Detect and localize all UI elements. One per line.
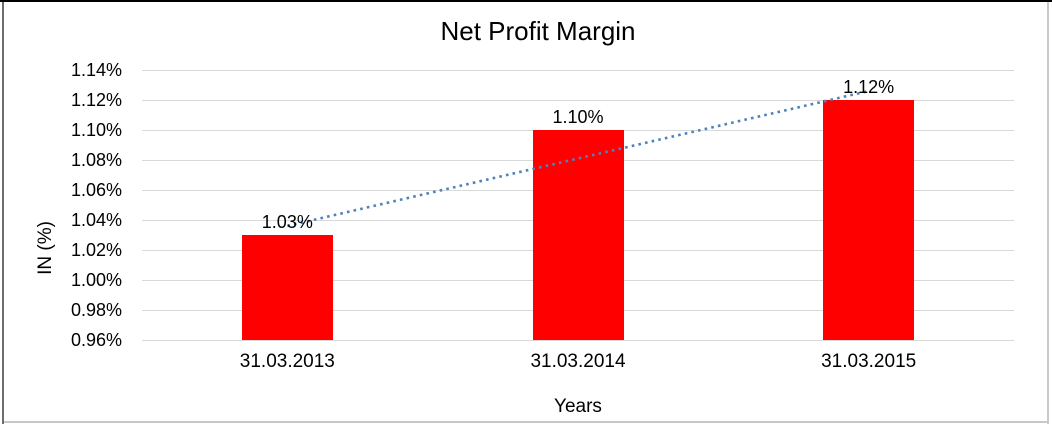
frame-border-left <box>2 2 4 424</box>
y-axis-tick-label: 1.06% <box>70 180 122 200</box>
y-axis-title: IN (%) <box>35 221 56 275</box>
y-axis-tick-label: 1.14% <box>70 60 122 80</box>
chart-title: Net Profit Margin <box>440 16 636 46</box>
frame-border-bottom <box>4 421 1047 423</box>
data-label: 1.10% <box>552 107 604 127</box>
gridline <box>142 340 1014 341</box>
y-axis-tick-label: 1.10% <box>70 120 122 140</box>
frame-border-top <box>0 0 1052 2</box>
x-axis-tick-label: 31.03.2014 <box>530 351 626 372</box>
y-axis-tick-label: 1.02% <box>70 240 122 260</box>
frame-border-right <box>1047 2 1049 424</box>
y-axis-tick-label: 1.04% <box>70 210 122 230</box>
data-label: 1.12% <box>843 77 895 97</box>
x-axis-tick-label: 31.03.2013 <box>239 351 335 372</box>
x-axis-title: Years <box>554 396 602 417</box>
y-axis-tick-label: 1.12% <box>70 90 122 110</box>
y-axis-tick-label: 1.08% <box>70 150 122 170</box>
y-axis-tick-label: 0.96% <box>70 330 122 350</box>
y-axis-tick-label: 1.00% <box>70 270 122 290</box>
bar-31.03.2013 <box>241 235 333 340</box>
x-axis-tick-label: 31.03.2015 <box>821 351 917 372</box>
gridline <box>142 70 1014 71</box>
data-label: 1.03% <box>261 212 313 232</box>
y-axis-tick-label: 0.98% <box>70 300 122 320</box>
